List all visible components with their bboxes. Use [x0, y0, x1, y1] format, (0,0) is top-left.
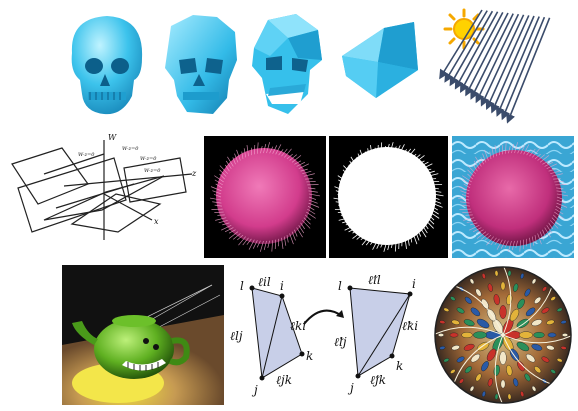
vertex-j-right: j [347, 381, 354, 395]
skull-low-poly [248, 8, 328, 120]
fur-sphere-black [204, 136, 326, 258]
vertex-i-right: i [412, 277, 416, 291]
hyperbolic-tiling [432, 264, 574, 406]
vertex-k-right: k [396, 359, 403, 373]
plane-label-4: W-z=0 [78, 152, 95, 158]
plane-label-1: W-z=0 [122, 146, 139, 152]
parallel-light-rays [438, 8, 556, 132]
axis-x-label: x [154, 217, 159, 226]
skull-medium-poly [157, 8, 245, 120]
edge-l-jk: ℓjk [276, 373, 292, 387]
vertex-k: k [306, 349, 313, 363]
vertex-j: j [251, 383, 258, 397]
skull-high-poly [62, 8, 152, 120]
intersecting-planes-diagram: W z x W-z=0 W-z=0 W-z=0 W-z=0 [4, 128, 200, 258]
sun-icon [443, 8, 485, 50]
vertex-l: l [240, 279, 244, 293]
edge-l-ki: ℓki [290, 319, 306, 333]
mapping-arrow [300, 300, 348, 330]
axis-z-label: z [191, 169, 197, 178]
edge-l-lj: ℓlj [230, 329, 243, 343]
edge-l-il: ℓil [258, 275, 271, 289]
vertex-l-right: l [338, 279, 342, 293]
edge-r-lj: ℓ̃lj [334, 335, 347, 349]
skull-coarse [338, 18, 424, 102]
edge-r-jk: ℓ̃jk [370, 373, 386, 387]
triangle-mesh-left: l i j k ℓil ℓki ℓlj ℓjk [228, 272, 318, 402]
triangle-mesh-right: l i j k ℓ̃il ℓ̃ki ℓ̃lj ℓ̃jk [334, 272, 426, 402]
axis-w-label: W [108, 133, 117, 142]
plane-label-3: W-z=0 [144, 168, 161, 174]
plane-label-2: W-z=0 [140, 156, 157, 162]
teapot-scene [62, 265, 224, 405]
edge-r-ki: ℓ̃ki [402, 319, 418, 333]
fur-sphere-mask [329, 136, 448, 258]
fur-sphere-pool [452, 136, 574, 258]
vertex-i: i [280, 279, 284, 293]
edge-r-il: ℓ̃il [368, 273, 381, 287]
